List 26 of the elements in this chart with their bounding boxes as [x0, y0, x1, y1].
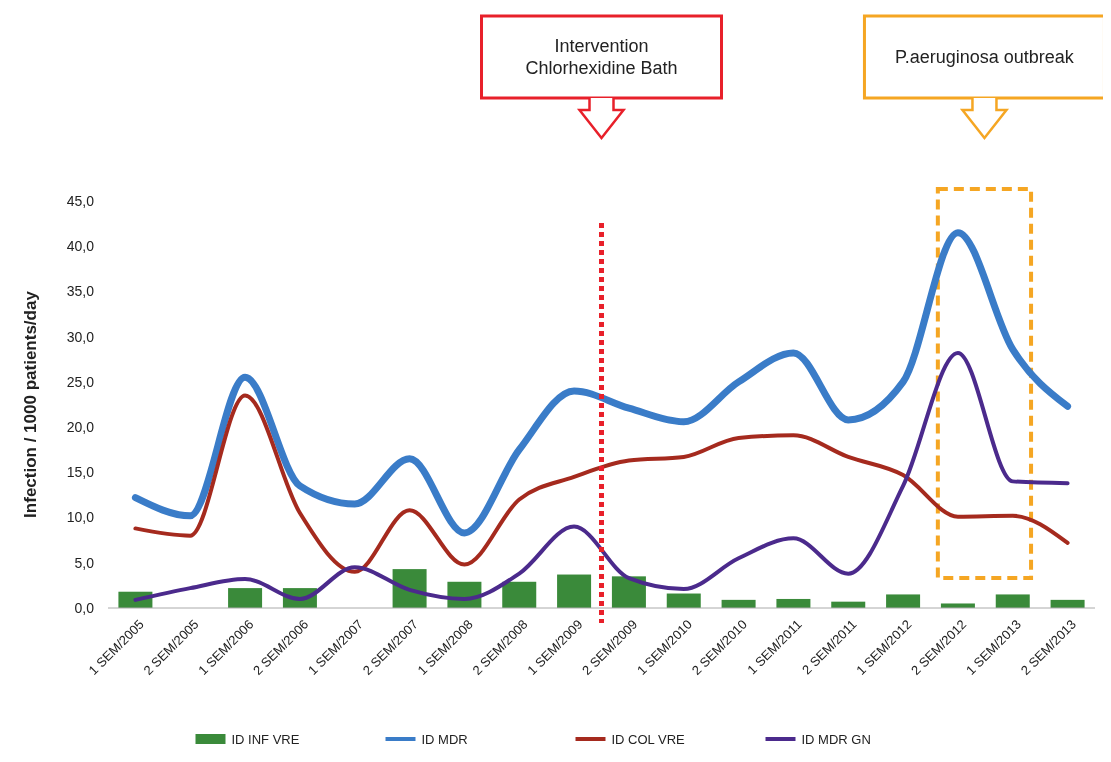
legend-label: ID INF VRE	[231, 732, 300, 747]
y-tick-label: 0,0	[74, 599, 95, 616]
bar	[502, 581, 537, 608]
y-tick-label: 45,0	[66, 192, 95, 209]
y-axis-title: Infection / 1000 patients/day	[21, 290, 40, 518]
y-tick-label: 20,0	[66, 419, 95, 436]
y-tick-label: 30,0	[66, 328, 95, 345]
legend-label: ID COL VRE	[611, 732, 686, 747]
bar	[557, 574, 592, 608]
bar	[995, 594, 1030, 608]
y-tick-label: 10,0	[66, 509, 95, 526]
text: P.aeruginosa outbreak	[895, 46, 1075, 67]
y-tick-label: 15,0	[66, 464, 95, 481]
text: Intervention Chlorhexidine Bath	[525, 35, 678, 78]
y-tick-label: 35,0	[66, 283, 95, 300]
y-tick-label: 25,0	[66, 373, 95, 390]
legend-label: ID MDR	[421, 732, 468, 747]
bar	[611, 576, 646, 608]
bar	[666, 593, 701, 608]
y-tick-label: 40,0	[66, 238, 95, 255]
y-tick-label: 5,0	[74, 554, 95, 571]
legend-label: ID MDR GN	[801, 732, 871, 747]
bar	[228, 588, 263, 608]
line-series	[133, 393, 1070, 574]
bar	[886, 594, 921, 608]
line-series	[133, 350, 1070, 602]
